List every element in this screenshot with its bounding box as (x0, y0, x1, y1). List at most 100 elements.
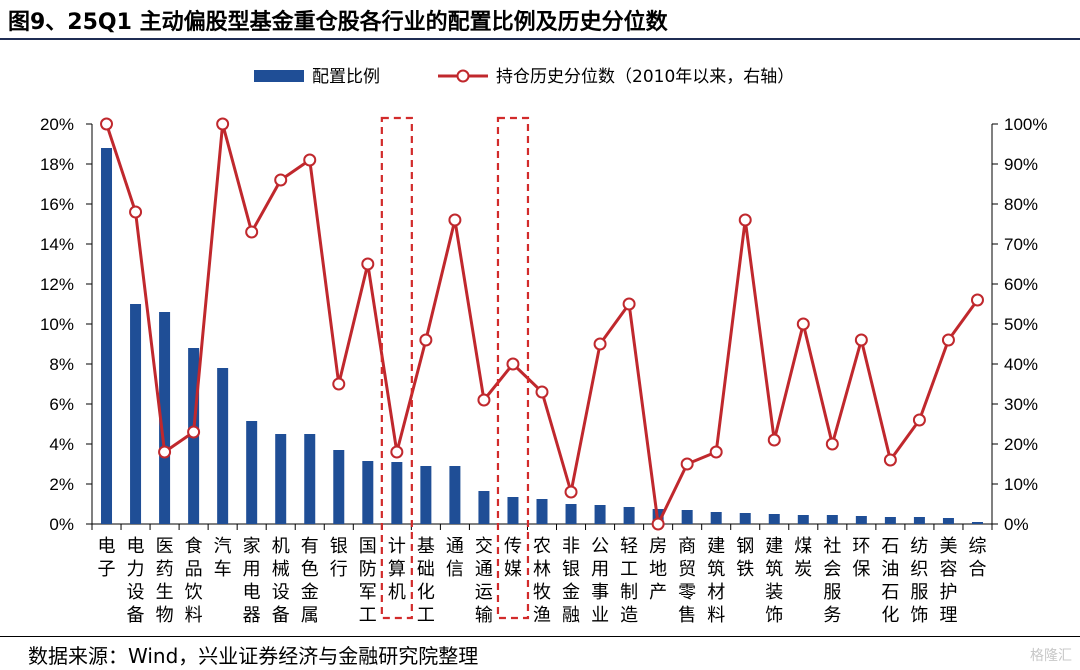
left-tick-label: 18% (40, 155, 74, 174)
percentile-point-煤炭 (796, 317, 810, 331)
percentile-point-通信 (448, 213, 462, 227)
category-label: 电子 (98, 536, 116, 580)
category-label: 有色金属 (301, 536, 319, 626)
bar-美容护理 (942, 518, 954, 524)
percentile-point-美容护理 (941, 333, 955, 347)
percentile-point-商贸零售 (680, 457, 694, 471)
category-label: 美容护理 (939, 536, 957, 626)
bar-计算机 (391, 462, 403, 524)
bar-电子 (101, 148, 113, 524)
percentile-point-银行 (332, 377, 346, 391)
bar-农林牧渔 (536, 499, 548, 524)
category-label: 国防军工 (359, 536, 377, 626)
bar-轻工制造 (623, 507, 635, 524)
category-label: 交通运输 (475, 536, 493, 626)
bar-有色金属 (304, 434, 316, 524)
highlight-box-计算机 (380, 116, 413, 620)
category-label: 电力设备 (127, 536, 145, 626)
category-label: 综合 (968, 536, 986, 580)
right-tick-label: 0% (1004, 515, 1029, 534)
legend-bar-swatch (254, 70, 304, 82)
category-label: 钢铁 (736, 536, 754, 580)
bar-传媒 (507, 497, 519, 524)
percentile-point-综合 (970, 293, 984, 307)
category-label: 纺织服饰 (910, 536, 928, 626)
category-label: 银行 (330, 536, 348, 580)
category-label: 轻工制造 (620, 536, 638, 626)
percentile-point-计算机 (390, 445, 404, 459)
bar-家用电器 (246, 421, 258, 524)
source-note: 数据来源：Wind，兴业证券经济与金融研究院整理 (28, 644, 479, 668)
title-divider (0, 38, 1080, 40)
source-divider (0, 636, 1080, 637)
bar-汽车 (217, 368, 229, 524)
left-tick-label: 8% (49, 355, 74, 374)
right-tick-label: 70% (1004, 235, 1038, 254)
watermark-logo: 格隆汇 (1030, 648, 1072, 664)
percentile-point-非银金融 (564, 485, 578, 499)
left-tick-label: 0% (49, 515, 74, 534)
category-label: 建筑装饰 (765, 536, 783, 626)
bar-钢铁 (739, 513, 751, 524)
category-label: 商贸零售 (678, 536, 696, 626)
bar-煤炭 (797, 515, 809, 524)
chart-title: 图9、25Q1 主动偏股型基金重仓股各行业的配置比例及历史分位数 (8, 10, 668, 35)
percentile-point-钢铁 (738, 213, 752, 227)
left-tick-label: 12% (40, 275, 74, 294)
percentile-point-电子 (100, 117, 114, 131)
category-label: 石油石化 (881, 536, 899, 626)
legend-line-marker (456, 69, 470, 83)
bar-建筑材料 (710, 512, 722, 524)
percentile-point-房地产 (651, 517, 665, 531)
bar-社会服务 (826, 515, 838, 524)
category-label: 农林牧渔 (533, 536, 551, 626)
right-tick-label: 40% (1004, 355, 1038, 374)
right-tick-label: 20% (1004, 435, 1038, 454)
percentile-point-有色金属 (303, 153, 317, 167)
category-label: 食品饮料 (185, 536, 203, 626)
percentile-point-食品饮料 (187, 425, 201, 439)
percentile-point-基础化工 (419, 333, 433, 347)
category-label: 医药生物 (156, 536, 174, 626)
percentile-point-传媒 (506, 357, 520, 371)
right-tick-label: 60% (1004, 275, 1038, 294)
right-tick-label: 80% (1004, 195, 1038, 214)
percentile-point-医药生物 (158, 445, 172, 459)
bar-通信 (449, 466, 461, 524)
left-tick-label: 16% (40, 195, 74, 214)
percentile-point-石油石化 (883, 453, 897, 467)
right-tick-label: 30% (1004, 395, 1038, 414)
left-tick-label: 4% (49, 435, 74, 454)
right-tick-label: 100% (1004, 115, 1047, 134)
percentile-line (105, 122, 979, 526)
category-label: 机械设备 (272, 536, 290, 626)
right-tick-label: 50% (1004, 315, 1038, 334)
chart-area: 0% 2% 4% 6% 8% 10% 12% 14% 16% 18% 20% 0% 10% 20% 30% 4… (40, 67, 1048, 626)
left-tick-label: 6% (49, 395, 74, 414)
percentile-point-农林牧渔 (535, 385, 549, 399)
percentile-point-机械设备 (274, 173, 288, 187)
bar-基础化工 (420, 466, 432, 524)
category-label: 计算机 (388, 536, 406, 603)
category-label: 汽车 (214, 536, 232, 580)
percentile-point-社会服务 (825, 437, 839, 451)
percentile-point-环保 (854, 333, 868, 347)
bar-建筑装饰 (768, 514, 780, 524)
percentile-point-家用电器 (245, 225, 259, 239)
legend-bar-label: 配置比例 (312, 67, 380, 87)
category-label: 通信 (446, 536, 464, 580)
left-tick-label: 2% (49, 475, 74, 494)
bar-公用事业 (594, 505, 606, 524)
percentile-point-公用事业 (593, 337, 607, 351)
right-tick-label: 90% (1004, 155, 1038, 174)
legend-line-label: 持仓历史分位数（2010年以来，右轴） (496, 67, 794, 87)
bar-环保 (855, 516, 867, 524)
left-tick-label: 10% (40, 315, 74, 334)
percentile-point-国防军工 (361, 257, 375, 271)
percentile-point-交通运输 (477, 393, 491, 407)
category-label: 家用电器 (243, 536, 261, 626)
bar-石油石化 (884, 517, 896, 524)
bar-综合 (971, 522, 983, 524)
category-label: 非银金融 (562, 536, 580, 626)
category-label: 公用事业 (591, 536, 609, 626)
